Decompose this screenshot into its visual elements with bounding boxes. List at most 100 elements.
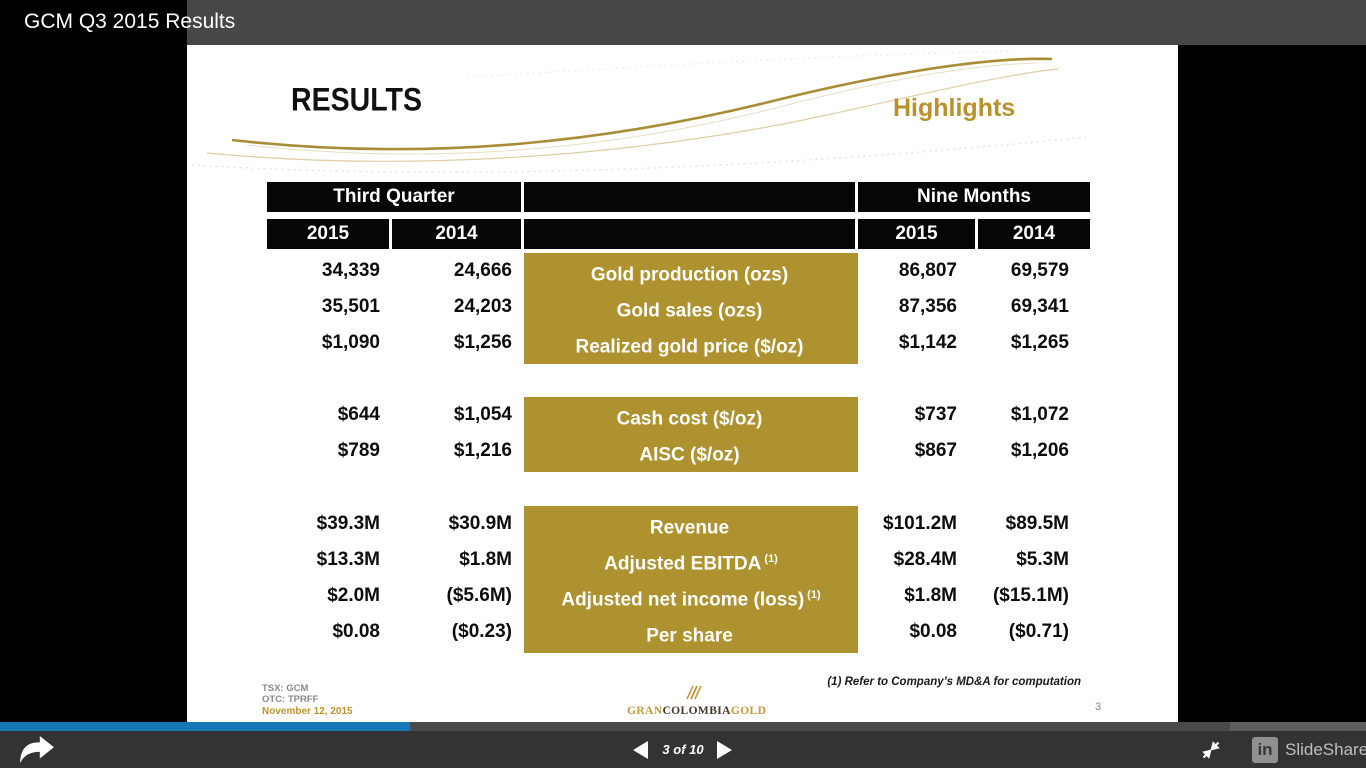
- previous-arrow-icon: [633, 740, 649, 759]
- cell-q3-2014: $1,216: [453, 440, 512, 461]
- table-group-financials: $39.3M $30.9M Revenue $101.2M $89.5M $13…: [267, 506, 1090, 656]
- results-table: Third Quarter Nine Months 2015 2014 2015…: [267, 182, 1090, 656]
- cell-nm-2014: ($15.1M): [992, 585, 1069, 606]
- linkedin-logo-icon[interactable]: in: [1252, 737, 1278, 763]
- cell-nm-2015: $867: [914, 440, 957, 461]
- table-row: $2.0M ($5.6M) Adjusted net income (loss)…: [267, 578, 1090, 620]
- table-row: $644 $1,054 Cash cost ($/oz) $737 $1,072: [267, 397, 1090, 439]
- header-year: 2015: [858, 219, 978, 249]
- ticker-block: TSX: GCM OTC: TPRFF November 12, 2015: [262, 683, 353, 717]
- metric-label-text: Realized gold price ($/oz): [575, 336, 804, 358]
- cell-nm-2015: $1,142: [898, 332, 957, 353]
- collapse-arrows-icon: [1202, 741, 1220, 759]
- titlebar-corner-block: [0, 0, 187, 45]
- cell-nm-2015: $28.4M: [893, 549, 957, 570]
- slide-pagination-label: 3 of 10: [662, 742, 704, 757]
- cell-q3-2015: $39.3M: [316, 513, 380, 534]
- cell-q3-2014: $1,054: [453, 404, 512, 425]
- cell-q3-2015: $644: [337, 404, 380, 425]
- cell-nm-2014: $1,206: [1010, 440, 1069, 461]
- metric-label: Cash cost ($/oz): [524, 397, 858, 439]
- metric-label: Revenue: [524, 506, 858, 548]
- cell-nm-2015: $101.2M: [883, 513, 957, 534]
- metric-label-text: Cash cost ($/oz): [616, 408, 763, 430]
- table-group-costs: $644 $1,054 Cash cost ($/oz) $737 $1,072…: [267, 397, 1090, 475]
- table-row: $1,090 $1,256 Realized gold price ($/oz)…: [267, 325, 1090, 367]
- cell-nm-2015: $737: [914, 404, 957, 425]
- metric-label: Adjusted net income (loss) (1): [524, 578, 858, 620]
- slide-date: November 12, 2015: [262, 706, 353, 717]
- table-row: $39.3M $30.9M Revenue $101.2M $89.5M: [267, 506, 1090, 548]
- progress-buffer: [1230, 722, 1366, 731]
- metric-footnote-ref: (1): [764, 553, 778, 565]
- metric-label-text: AISC ($/oz): [639, 444, 740, 466]
- cell-nm-2014: $89.5M: [1005, 513, 1069, 534]
- metric-label-text: Revenue: [649, 517, 730, 539]
- header-year: 2014: [392, 219, 524, 249]
- ticker-otc: OTC: TPRFF: [262, 694, 319, 705]
- logo-colombia: COLOMBIA: [662, 705, 731, 717]
- cell-q3-2015: $1,090: [321, 332, 380, 353]
- slide-navigation: 3 of 10: [0, 731, 1366, 768]
- cell-nm-2014: ($0.71): [1008, 621, 1069, 642]
- share-button[interactable]: [18, 735, 56, 765]
- cell-nm-2014: $1,265: [1010, 332, 1069, 353]
- metric-label: Realized gold price ($/oz): [524, 325, 858, 367]
- cell-nm-2014: $5.3M: [1016, 549, 1069, 570]
- metric-label-text: Gold production (ozs): [590, 264, 789, 286]
- table-row: $0.08 ($0.23) Per share $0.08 ($0.71): [267, 614, 1090, 656]
- table-row: $13.3M $1.8M Adjusted EBITDA (1) $28.4M $…: [267, 542, 1090, 584]
- slideshare-brand-link[interactable]: SlideShare: [1285, 740, 1366, 759]
- metric-label-text: Adjusted net income (loss): [561, 589, 805, 611]
- fullscreen-toggle-button[interactable]: [1199, 738, 1223, 762]
- viewer-titlebar: GCM Q3 2015 Results: [0, 0, 1366, 45]
- logo-gold: GOLD: [730, 705, 767, 717]
- cell-q3-2014: ($5.6M): [446, 585, 512, 606]
- grancolombia-logo: GRANCOLOMBIAGOLD: [627, 685, 766, 717]
- cell-q3-2014: $30.9M: [448, 513, 512, 534]
- ticker-tsx: TSX: GCM: [262, 683, 309, 694]
- header-year: 2015: [267, 219, 392, 249]
- progress-bar[interactable]: [0, 722, 1366, 731]
- slide-page-number: 3: [1095, 701, 1102, 713]
- next-arrow-icon: [716, 740, 732, 759]
- cell-nm-2015: 86,807: [898, 260, 957, 281]
- cell-q3-2015: 34,339: [321, 260, 380, 281]
- slide-heading: RESULTS: [291, 81, 422, 118]
- metric-label: AISC ($/oz): [524, 433, 858, 475]
- header-third-quarter: Third Quarter: [267, 182, 524, 212]
- presentation-title: GCM Q3 2015 Results: [24, 10, 236, 33]
- table-header-period-row: Third Quarter Nine Months: [267, 182, 1090, 212]
- cell-nm-2014: 69,579: [1010, 260, 1069, 281]
- cell-q3-2015: $2.0M: [327, 585, 380, 606]
- metric-label-text: Gold sales (ozs): [616, 300, 763, 322]
- table-row: 35,501 24,203 Gold sales (ozs) 87,356 69…: [267, 289, 1090, 331]
- header-year: 2014: [978, 219, 1090, 249]
- metric-label-text: Adjusted EBITDA: [604, 553, 762, 575]
- cell-q3-2015: $0.08: [332, 621, 380, 642]
- table-header-year-row: 2015 2014 2015 2014: [267, 219, 1090, 249]
- slide-canvas[interactable]: RESULTS Highlights Third Quarter Nine Mo…: [187, 45, 1178, 722]
- cell-q3-2014: ($0.23): [451, 621, 512, 642]
- cell-nm-2015: 87,356: [898, 296, 957, 317]
- next-slide-button[interactable]: [716, 740, 733, 759]
- slide-subheading: Highlights: [893, 94, 1016, 122]
- cell-q3-2014: $1,256: [453, 332, 512, 353]
- cell-nm-2014: $1,072: [1010, 404, 1069, 425]
- table-row: 34,339 24,666 Gold production (ozs) 86,8…: [267, 253, 1090, 295]
- header-spacer-cell: [524, 219, 858, 249]
- metric-label: Adjusted EBITDA (1): [524, 542, 858, 584]
- cell-nm-2015: $1.8M: [904, 585, 957, 606]
- cell-nm-2015: $0.08: [909, 621, 957, 642]
- cell-q3-2015: $13.3M: [316, 549, 380, 570]
- logo-wordmark: GRANCOLOMBIAGOLD: [627, 705, 766, 717]
- cell-q3-2015: 35,501: [321, 296, 380, 317]
- cell-q3-2015: $789: [337, 440, 380, 461]
- cell-q3-2014: 24,203: [453, 296, 512, 317]
- progress-played: [0, 722, 410, 731]
- header-nine-months: Nine Months: [858, 182, 1090, 212]
- cell-q3-2014: $1.8M: [459, 549, 512, 570]
- previous-slide-button[interactable]: [633, 740, 649, 759]
- table-row: $789 $1,216 AISC ($/oz) $867 $1,206: [267, 433, 1090, 475]
- table-group-production: 34,339 24,666 Gold production (ozs) 86,8…: [267, 253, 1090, 367]
